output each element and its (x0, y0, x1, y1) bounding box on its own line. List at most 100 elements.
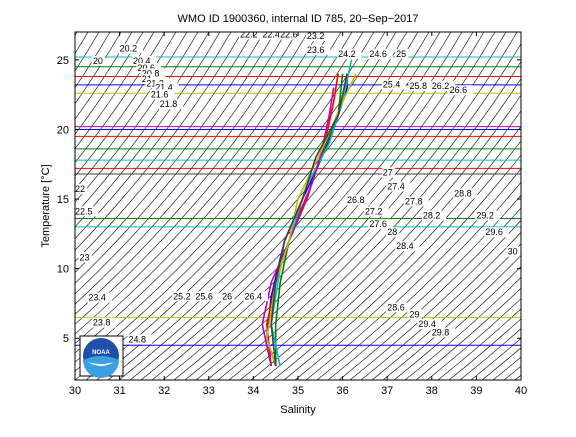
density-contour (426, 298, 521, 380)
sigma-label: 20.6 (137, 63, 155, 73)
sigma-label: 23.6 (307, 45, 325, 55)
density-contour (338, 207, 521, 380)
sigma-label: 29.6 (485, 227, 503, 237)
density-contour (75, 32, 254, 262)
sigma-label-bg (368, 218, 393, 229)
density-contour (283, 140, 521, 380)
sigma-label: 29.4 (418, 319, 436, 329)
sigma-label-bg (127, 334, 152, 345)
density-contour (75, 32, 320, 325)
x-axis-label: Salinity (280, 404, 316, 416)
density-contour (75, 32, 155, 150)
sigma-label: 25 (396, 49, 406, 59)
sigma-label-bg (279, 32, 304, 40)
density-contour (75, 32, 133, 120)
density-contour (75, 32, 232, 240)
sigma-label: 22.4 (262, 30, 280, 40)
y-axis-label: Temperature [°C] (40, 164, 52, 247)
sigma-label-bg (506, 246, 520, 257)
sigma-label: 28.2 (423, 211, 441, 221)
sigma-label-bg (118, 43, 143, 54)
sigma-label: 21.6 (151, 89, 169, 99)
density-contour (75, 32, 166, 164)
sigma-label-bg (453, 188, 478, 199)
sigma-label: 27.6 (369, 219, 387, 229)
sigma-label-bg (136, 62, 161, 73)
sigma-label-bg (395, 241, 420, 252)
sigma-label-bg (408, 81, 433, 92)
x-tick-label: 32 (158, 385, 170, 397)
sigma-label: 26.6 (450, 85, 468, 95)
density-contour (129, 32, 441, 380)
density-contour (349, 219, 521, 380)
sigma-label: 28 (387, 227, 397, 237)
noaa-logo: NOAA (79, 335, 124, 378)
density-contour (217, 43, 521, 380)
series-line (270, 73, 348, 367)
logo-wave (83, 356, 119, 378)
sigma-label-bg (337, 49, 362, 60)
density-contour (75, 32, 298, 305)
sigma-label: 29.2 (476, 211, 494, 221)
density-contour (360, 231, 521, 380)
density-contour (294, 154, 521, 380)
x-tick-label: 38 (426, 385, 438, 397)
sigma-label: 26.8 (347, 195, 365, 205)
sigma-label-bg (305, 44, 331, 55)
sigma-label: 21.4 (155, 82, 173, 92)
sigma-label-bg (221, 291, 235, 302)
series-line (265, 73, 339, 367)
sigma-label: 20.8 (142, 69, 160, 79)
x-tick-label: 31 (113, 385, 125, 397)
sigma-label-bg (194, 291, 219, 302)
density-contour (75, 32, 144, 135)
sigma-label: 29.8 (432, 327, 450, 337)
sigma-label: 26.2 (432, 81, 450, 91)
sigma-label-bg (87, 292, 112, 303)
sigma-label-bg (91, 317, 117, 328)
sigma-label: 30 (508, 247, 518, 257)
density-contour (75, 32, 265, 273)
sigma-label-bg (75, 206, 99, 217)
sigma-label-bg (261, 32, 286, 40)
sigma-label: 22.5 (75, 206, 93, 216)
y-axis-ticks: 5 10 15 20 25 (57, 55, 521, 345)
sigma-label: 24.2 (338, 49, 356, 59)
sigma-label: 22.2 (240, 30, 258, 40)
sigma-label: 28.8 (454, 188, 472, 198)
density-contour (327, 194, 521, 380)
sigma-label: 27.8 (405, 197, 423, 207)
sigma-label: 23 (79, 252, 89, 262)
sigma-label-bg (381, 167, 395, 178)
sigma-label-bg (430, 327, 456, 338)
density-contour (404, 277, 521, 380)
y-tick-label: 20 (57, 124, 69, 136)
sigma-label: 20.2 (120, 43, 138, 53)
density-contour (448, 318, 521, 380)
x-tick-label: 37 (381, 385, 393, 397)
sigma-label-bg (158, 99, 184, 110)
sigma-label-bg (430, 81, 456, 92)
sigma-label-bg (75, 184, 88, 195)
sigma-label: 24.8 (129, 334, 147, 344)
sigma-label-bg (363, 206, 389, 217)
sigma-label-bg (404, 196, 429, 207)
density-contour (75, 32, 276, 284)
density-contour (459, 328, 521, 380)
sigma-label-bg (386, 181, 411, 192)
sigma-label-bg (484, 227, 509, 238)
sigma-label: 21.8 (160, 99, 178, 109)
density-contour (239, 78, 521, 380)
sigma-label: 26 (222, 291, 232, 301)
sigma-label-bg (408, 309, 422, 320)
sigma-label-bg (346, 195, 371, 206)
sigma-label: 23.2 (307, 31, 325, 41)
density-contour (75, 32, 122, 105)
y-tick-label: 5 (63, 333, 69, 345)
sigma-label: 26.4 (244, 291, 262, 301)
sigma-label: 24.6 (369, 49, 387, 59)
sigma-label: 28.6 (387, 302, 405, 312)
density-contour (75, 32, 331, 335)
sigma-label: 23.4 (88, 293, 106, 303)
